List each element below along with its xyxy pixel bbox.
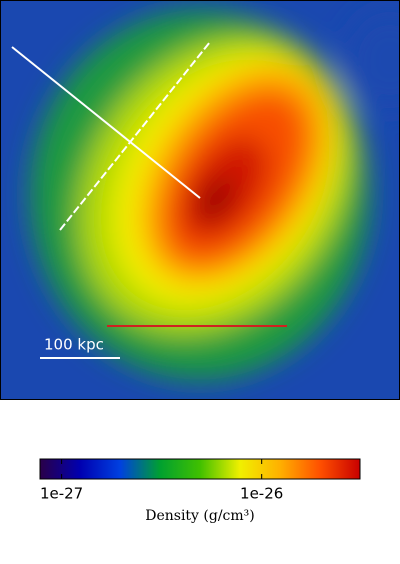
slice-line	[59, 41, 211, 231]
void	[345, 10, 400, 110]
slice-line	[11, 46, 201, 199]
colorbar-tick-label: 1e-27	[40, 485, 83, 503]
colorbar	[39, 458, 361, 480]
core	[197, 178, 233, 222]
colorbar-label: Density (g/cm³)	[145, 508, 255, 524]
density-map: 100 kpc	[0, 0, 400, 400]
colorbar-tick-label: 1e-26	[240, 485, 283, 503]
scale-bar-label: 100 kpc	[44, 336, 104, 354]
